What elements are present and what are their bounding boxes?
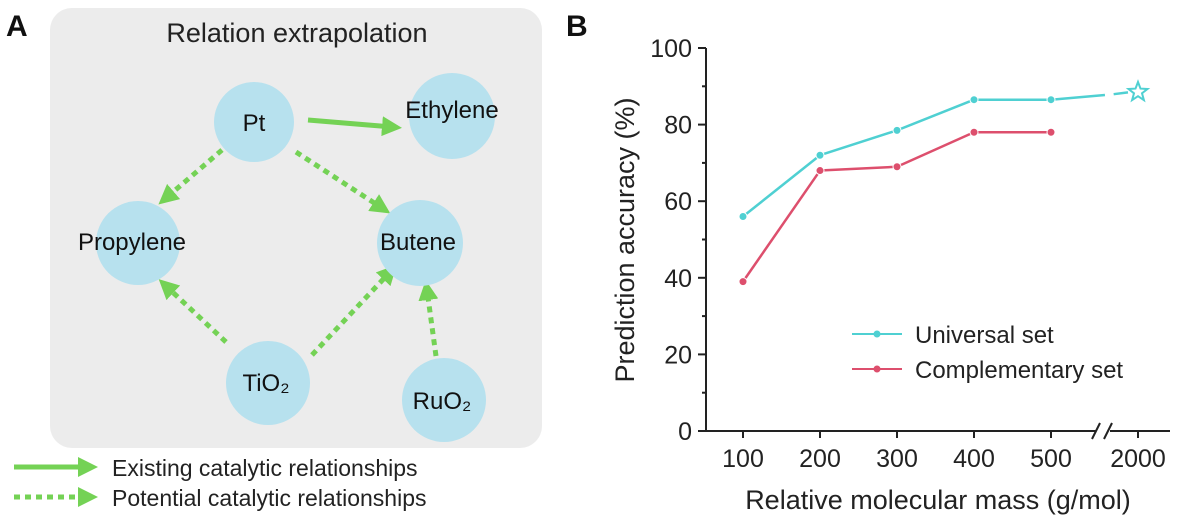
legend-potential-label: Potential catalytic relationships bbox=[112, 485, 427, 511]
x-axis-break-mark-1 bbox=[1091, 422, 1101, 440]
node-propylene-label: Propylene bbox=[78, 229, 186, 256]
series-1-point-300 bbox=[892, 162, 902, 172]
node-ethylene: Ethylene bbox=[405, 73, 499, 159]
x-tick-label-300: 300 bbox=[876, 445, 918, 473]
node-tio2-circle bbox=[226, 341, 310, 425]
series-1-point-400 bbox=[969, 127, 979, 137]
node-propylene-circle bbox=[96, 201, 180, 285]
series-0-point-500 bbox=[1046, 95, 1056, 105]
panel-a-legend: Existing catalytic relationships Potenti… bbox=[14, 455, 427, 511]
node-tio2: TiO₂ bbox=[226, 341, 310, 425]
legend-existing-label: Existing catalytic relationships bbox=[112, 455, 418, 481]
edge-ruo2-butene bbox=[418, 280, 439, 357]
x-axis-title: Relative molecular mass (g/mol) bbox=[745, 485, 1131, 515]
edge-pt-ethylene bbox=[307, 116, 402, 137]
panel-a-title: Relation extrapolation bbox=[166, 18, 427, 48]
series-0 bbox=[738, 79, 1151, 222]
y-axis-ticks: 0 20 40 60 80 100 bbox=[650, 35, 706, 446]
panel-b: B 0 20 40 60 80 100 100 200 300 400 500 2000 Predi… bbox=[566, 10, 1170, 515]
legend-complementary-label: Complementary set bbox=[915, 357, 1123, 384]
series-0-point-400 bbox=[969, 95, 979, 105]
node-pt-label: Pt bbox=[243, 110, 266, 137]
node-butene: Butene bbox=[377, 200, 463, 286]
node-butene-circle bbox=[377, 200, 463, 286]
series-1-segment-2 bbox=[819, 165, 898, 172]
panel-a-label: A bbox=[6, 10, 28, 43]
x-axis-ticks: 100 200 300 400 500 2000 bbox=[722, 431, 1166, 473]
series-1-point-100 bbox=[738, 277, 748, 287]
node-pt-circle bbox=[214, 82, 294, 162]
series-0-point-2000-star bbox=[1125, 79, 1151, 103]
node-butene-label: Butene bbox=[380, 229, 456, 256]
legend-complementary-marker bbox=[873, 365, 881, 373]
series-1-point-500 bbox=[1046, 127, 1056, 137]
node-propylene: Propylene bbox=[78, 201, 186, 285]
edge-tio2-propylene bbox=[158, 279, 228, 344]
edge-tio2-butene bbox=[310, 264, 397, 357]
node-tio2-label: TiO₂ bbox=[242, 370, 289, 397]
series-1 bbox=[738, 127, 1056, 287]
x-tick-label-200: 200 bbox=[799, 445, 841, 473]
chart-legend: Universal set Complementary set bbox=[852, 322, 1123, 384]
panel-a: A Relation extrapolation Pt Ethylene Pro… bbox=[6, 8, 542, 511]
y-tick-label-40: 40 bbox=[664, 265, 692, 293]
legend-universal-marker bbox=[873, 330, 881, 338]
series-0-segment-2 bbox=[819, 129, 898, 157]
x-tick-label-100: 100 bbox=[722, 445, 764, 473]
series-0-segment-3 bbox=[896, 98, 975, 132]
node-ethylene-circle bbox=[409, 73, 495, 159]
series-0-segment-1 bbox=[742, 154, 821, 218]
legend-universal-label: Universal set bbox=[915, 322, 1054, 349]
x-axis-break-mark-2 bbox=[1103, 422, 1113, 440]
series-0-point-300 bbox=[892, 125, 902, 135]
node-pt: Pt bbox=[214, 82, 294, 162]
y-axis-title: Prediction accuracy (%) bbox=[610, 97, 640, 382]
legend-complementary: Complementary set bbox=[852, 357, 1123, 384]
series-0-point-100 bbox=[738, 212, 748, 222]
edge-pt-propylene bbox=[158, 148, 224, 205]
node-ruo2-circle bbox=[402, 358, 486, 442]
y-tick-label-80: 80 bbox=[664, 112, 692, 140]
node-ruo2: RuO₂ bbox=[402, 358, 486, 442]
series-0-segment-5 bbox=[1050, 93, 1106, 101]
series-1-point-200 bbox=[815, 166, 825, 176]
x-tick-label-500: 500 bbox=[1030, 445, 1072, 473]
y-tick-label-100: 100 bbox=[650, 35, 692, 63]
legend-universal: Universal set bbox=[852, 322, 1054, 349]
x-tick-label-2000: 2000 bbox=[1110, 445, 1166, 473]
y-tick-label-60: 60 bbox=[664, 188, 692, 216]
chart-series bbox=[738, 79, 1151, 287]
series-1-segment-3 bbox=[896, 131, 975, 168]
x-axis-break bbox=[1091, 422, 1113, 440]
series-1-segment-1 bbox=[741, 169, 822, 283]
panel-b-label: B bbox=[566, 10, 588, 43]
relationship-edges bbox=[158, 116, 439, 357]
node-ruo2-label: RuO₂ bbox=[413, 388, 472, 415]
x-tick-label-400: 400 bbox=[953, 445, 995, 473]
node-ethylene-label: Ethylene bbox=[405, 97, 498, 124]
y-tick-label-20: 20 bbox=[664, 341, 692, 369]
y-tick-label-0: 0 bbox=[678, 418, 692, 446]
series-0-segment-5-b bbox=[1113, 91, 1129, 96]
series-0-point-200 bbox=[815, 150, 825, 160]
